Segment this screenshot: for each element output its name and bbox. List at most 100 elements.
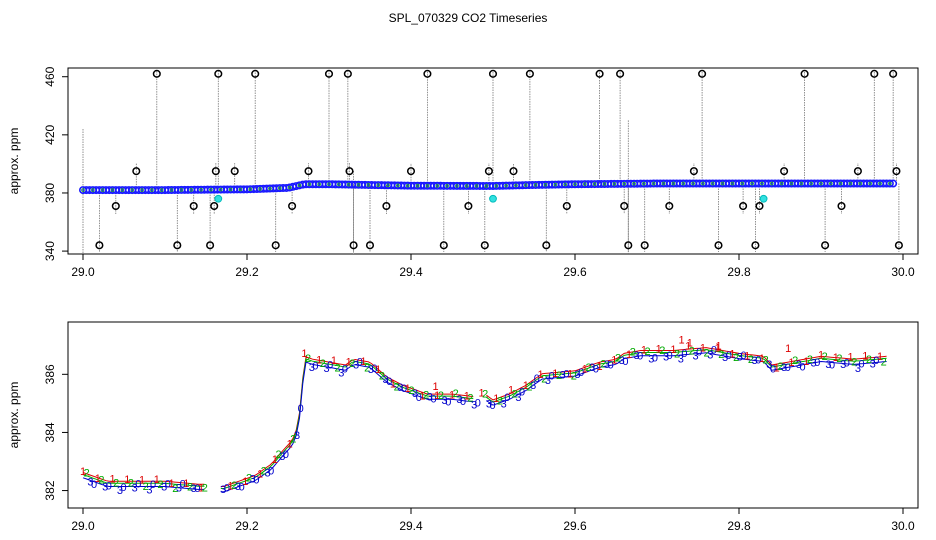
top-x-tick-label: 29.0: [71, 265, 95, 279]
baseline-point-alt: [277, 186, 282, 190]
baseline-point-alt: [779, 181, 784, 186]
trace-point: 2: [364, 362, 370, 374]
baseline-point-alt: [150, 188, 154, 192]
trace-point: 0: [135, 479, 141, 491]
cyan-point: [759, 194, 768, 203]
trace-point: 2: [881, 357, 887, 369]
baseline-point-alt: [632, 181, 636, 186]
trace-point: 1: [228, 481, 234, 493]
trace-point: 1: [537, 369, 543, 381]
trace-point: 3: [323, 363, 329, 375]
trace-point: 1: [109, 473, 115, 485]
trace-point: 0: [386, 376, 392, 388]
baseline-point-alt: [622, 182, 626, 186]
trace-point: 0: [799, 362, 805, 374]
spike-point: [343, 69, 352, 78]
trace-point: 1: [198, 482, 204, 494]
trace-point: 1: [168, 478, 174, 490]
trace-point: 1: [877, 351, 883, 363]
spike-point: [689, 167, 698, 176]
bottom-x-tick-label: 29.2: [235, 519, 259, 533]
spike-point: [349, 241, 358, 250]
trace-point: 0: [711, 345, 717, 357]
trace-point: 3: [456, 394, 462, 406]
spike-point: [345, 167, 354, 176]
trace-point: 2: [630, 346, 636, 358]
trace-point: 1: [552, 368, 558, 380]
baseline-point-alt: [858, 181, 863, 186]
trace-point: 2: [704, 347, 710, 359]
spike-point: [211, 167, 220, 176]
baseline-point-alt: [602, 182, 607, 186]
spike-point: [206, 241, 215, 250]
trace-point: 0: [475, 397, 481, 409]
baseline-point-alt: [386, 183, 390, 188]
trace-point: 3: [737, 351, 743, 363]
trace-point: 2: [748, 354, 754, 366]
trace-point: 0: [312, 361, 318, 373]
trace-point: 3: [589, 362, 595, 374]
baseline-point-alt: [504, 183, 508, 188]
baseline-point-alt: [553, 182, 558, 187]
trace-point: 1: [95, 473, 101, 485]
trace-line: [82, 349, 887, 489]
bottom-y-tick-label: 382: [43, 480, 57, 500]
trace-point: 3: [338, 368, 344, 380]
baseline-point-alt: [159, 188, 164, 192]
baseline-point-alt: [730, 181, 735, 186]
trace-point: 0: [859, 358, 865, 370]
trace-point: 1: [803, 356, 809, 368]
spike-point: [304, 167, 313, 176]
top-y-axis-label: approx. ppm: [7, 128, 21, 195]
trace-point: 2: [113, 478, 119, 490]
trace-point: 0: [726, 350, 732, 362]
top-y-tick-label: 380: [43, 183, 57, 203]
trace-point: 2: [482, 389, 488, 401]
spike-point: [210, 201, 219, 211]
trace-point: 3: [515, 392, 521, 404]
trace-point: 2: [541, 374, 547, 386]
trace-point: 0: [180, 479, 186, 491]
trace-point: 0: [401, 383, 407, 395]
trace-point: 0: [578, 367, 584, 379]
baseline-point-alt: [346, 182, 351, 187]
trace-point: 2: [349, 358, 355, 370]
trace-point: 3: [471, 399, 477, 411]
trace-point: 3: [353, 359, 359, 371]
trace-point: 2: [394, 381, 400, 393]
trace-point: 2: [172, 483, 178, 495]
spike-point: [509, 167, 518, 176]
trace-point: 0: [490, 400, 496, 412]
baseline-point-alt: [514, 183, 518, 188]
baseline-point-alt: [720, 181, 725, 186]
trace-point: 1: [434, 390, 440, 402]
spike-point: [484, 167, 493, 176]
trace-point: 2: [467, 393, 473, 405]
baseline-point-alt: [848, 181, 853, 186]
trace-point: 3: [560, 370, 566, 382]
baseline-point-alt: [651, 181, 656, 186]
trace-point: 0: [504, 392, 510, 404]
spike-point: [870, 69, 879, 78]
baseline-point-alt: [701, 181, 705, 186]
trace-point: 0: [121, 482, 127, 494]
trace-point: 1: [183, 478, 189, 490]
baseline-point-alt: [120, 188, 125, 192]
trace-point: 0: [106, 480, 112, 492]
trace-point: 1: [375, 364, 381, 376]
trace-point: 2: [674, 348, 680, 360]
trace-point: 1: [154, 474, 160, 486]
baseline-point-alt: [760, 181, 764, 186]
trace-point: 3: [279, 451, 285, 463]
baseline-point-alt: [258, 187, 262, 191]
trace-point: 2: [866, 354, 872, 366]
trace-point: 3: [530, 380, 536, 392]
baseline-point-alt: [543, 182, 548, 187]
trace-point: 1: [287, 439, 293, 451]
trace-point: 3: [235, 481, 241, 493]
baseline-point-alt: [878, 181, 882, 186]
trace-point: 3: [574, 369, 580, 381]
baseline-point-alt: [642, 181, 646, 186]
